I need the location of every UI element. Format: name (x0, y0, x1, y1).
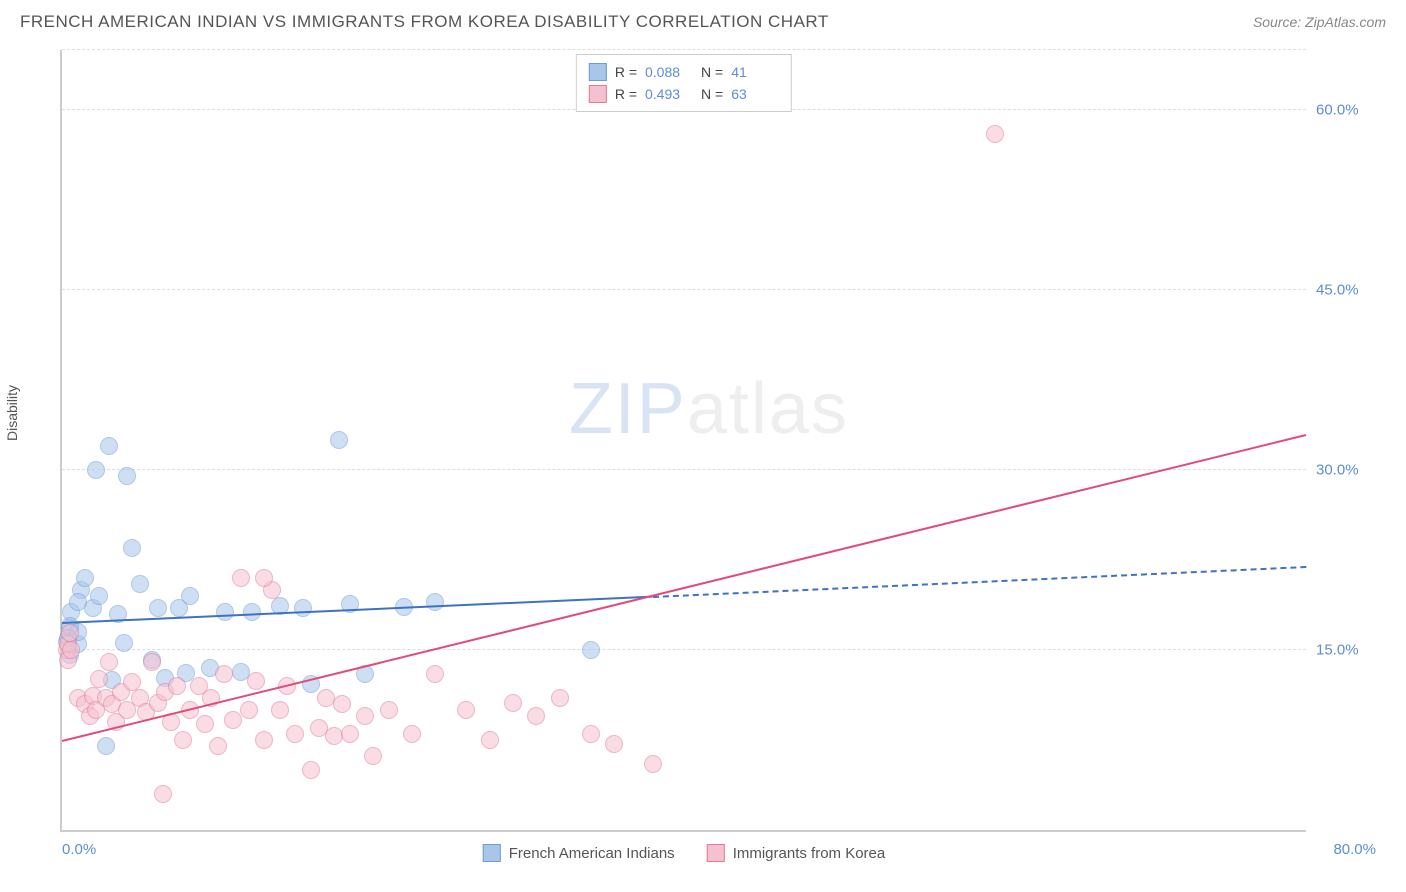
scatter-point (90, 587, 108, 605)
legend-series-label: Immigrants from Korea (733, 845, 886, 862)
scatter-point (243, 603, 261, 621)
scatter-point (100, 437, 118, 455)
scatter-point (100, 653, 118, 671)
scatter-point (69, 593, 87, 611)
scatter-point (527, 707, 545, 725)
scatter-point (986, 125, 1004, 143)
scatter-point (255, 731, 273, 749)
scatter-point (333, 695, 351, 713)
scatter-point (149, 599, 167, 617)
scatter-point (118, 467, 136, 485)
scatter-point (364, 747, 382, 765)
scatter-point (341, 725, 359, 743)
gridline (62, 649, 1306, 650)
legend-n-label: N = (701, 86, 723, 102)
scatter-point (62, 641, 80, 659)
scatter-point (380, 701, 398, 719)
scatter-point (356, 707, 374, 725)
legend-r-label: R = (615, 64, 637, 80)
y-tick-label: 30.0% (1316, 462, 1376, 479)
legend-stats: R = 0.088 N = 41 R = 0.493 N = 63 (576, 54, 792, 112)
legend-series-item: Immigrants from Korea (707, 844, 886, 862)
watermark-atlas: atlas (687, 369, 849, 449)
scatter-point (123, 539, 141, 557)
scatter-point (605, 735, 623, 753)
scatter-point (174, 731, 192, 749)
x-tick-label: 0.0% (62, 841, 96, 858)
scatter-point (330, 431, 348, 449)
legend-n-value: 63 (731, 86, 779, 102)
scatter-point (504, 694, 522, 712)
x-tick-label: 80.0% (1333, 841, 1376, 858)
scatter-point (271, 701, 289, 719)
legend-series-label: French American Indians (509, 845, 675, 862)
legend-swatch (707, 844, 725, 862)
legend-stats-row: R = 0.088 N = 41 (589, 61, 779, 83)
legend-stats-row: R = 0.493 N = 63 (589, 83, 779, 105)
header: FRENCH AMERICAN INDIAN VS IMMIGRANTS FRO… (0, 0, 1406, 40)
scatter-point (143, 653, 161, 671)
y-axis-label: Disability (4, 385, 20, 441)
trend-line (62, 434, 1306, 742)
legend-r-label: R = (615, 86, 637, 102)
scatter-point (302, 761, 320, 779)
legend-n-label: N = (701, 64, 723, 80)
scatter-point (481, 731, 499, 749)
scatter-point (97, 737, 115, 755)
scatter-point (247, 672, 265, 690)
chart-title: FRENCH AMERICAN INDIAN VS IMMIGRANTS FRO… (20, 12, 829, 32)
scatter-point (115, 634, 133, 652)
legend-r-value: 0.493 (645, 86, 693, 102)
legend-swatch (483, 844, 501, 862)
scatter-point (240, 701, 258, 719)
scatter-point (582, 641, 600, 659)
gridline (62, 469, 1306, 470)
scatter-point (154, 785, 172, 803)
legend-n-value: 41 (731, 64, 779, 80)
scatter-point (76, 569, 94, 587)
source-label: Source: ZipAtlas.com (1253, 14, 1386, 30)
scatter-point (294, 599, 312, 617)
y-tick-label: 15.0% (1316, 642, 1376, 659)
scatter-point (457, 701, 475, 719)
scatter-point (403, 725, 421, 743)
scatter-point (215, 665, 233, 683)
scatter-point (196, 715, 214, 733)
scatter-point (131, 575, 149, 593)
legend-swatch (589, 63, 607, 81)
scatter-point (551, 689, 569, 707)
scatter-point (644, 755, 662, 773)
legend-series-item: French American Indians (483, 844, 675, 862)
scatter-point (209, 737, 227, 755)
gridline (62, 49, 1306, 50)
scatter-point (426, 665, 444, 683)
gridline (62, 289, 1306, 290)
scatter-point (168, 677, 186, 695)
plot-area: ZIPatlas 15.0%30.0%45.0%60.0%0.0%80.0%R … (60, 50, 1306, 832)
chart-container: Disability ZIPatlas 15.0%30.0%45.0%60.0%… (20, 50, 1386, 872)
legend-series: French American Indians Immigrants from K… (483, 844, 885, 862)
scatter-point (181, 587, 199, 605)
scatter-point (255, 569, 273, 587)
watermark: ZIPatlas (569, 368, 849, 450)
scatter-point (286, 725, 304, 743)
legend-swatch (589, 85, 607, 103)
scatter-point (426, 593, 444, 611)
scatter-point (87, 461, 105, 479)
legend-r-value: 0.088 (645, 64, 693, 80)
scatter-point (90, 670, 108, 688)
scatter-point (216, 603, 234, 621)
y-tick-label: 60.0% (1316, 102, 1376, 119)
y-tick-label: 45.0% (1316, 282, 1376, 299)
scatter-point (582, 725, 600, 743)
scatter-point (232, 569, 250, 587)
scatter-point (61, 624, 79, 642)
watermark-zip: ZIP (569, 369, 687, 449)
